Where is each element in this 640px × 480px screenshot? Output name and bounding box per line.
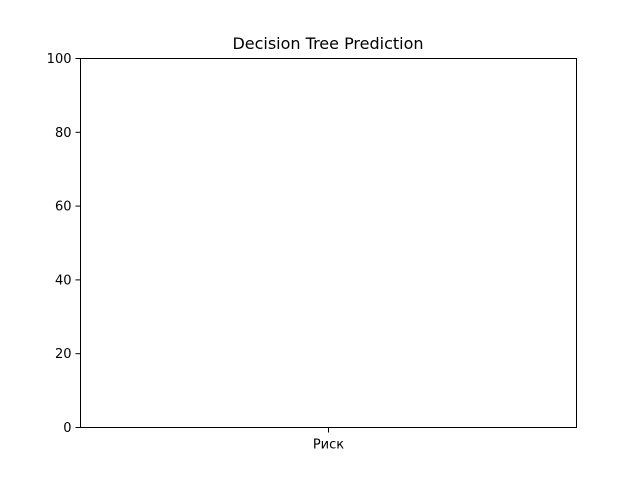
plot-area-frame bbox=[80, 58, 577, 428]
y-axis-ticks: 0 20 40 60 80 100 bbox=[47, 52, 81, 436]
y-tick-label: 100 bbox=[47, 52, 72, 67]
y-tick-label: 20 bbox=[55, 347, 72, 362]
chart-title: Decision Tree Prediction bbox=[232, 34, 423, 53]
y-tick-label: 80 bbox=[55, 126, 72, 141]
y-tick-label: 40 bbox=[55, 273, 72, 288]
x-tick-label: Риск bbox=[313, 438, 344, 453]
y-tick-label: 0 bbox=[63, 421, 71, 436]
x-axis-ticks: Риск bbox=[313, 427, 344, 453]
y-tick-label: 60 bbox=[55, 200, 72, 215]
